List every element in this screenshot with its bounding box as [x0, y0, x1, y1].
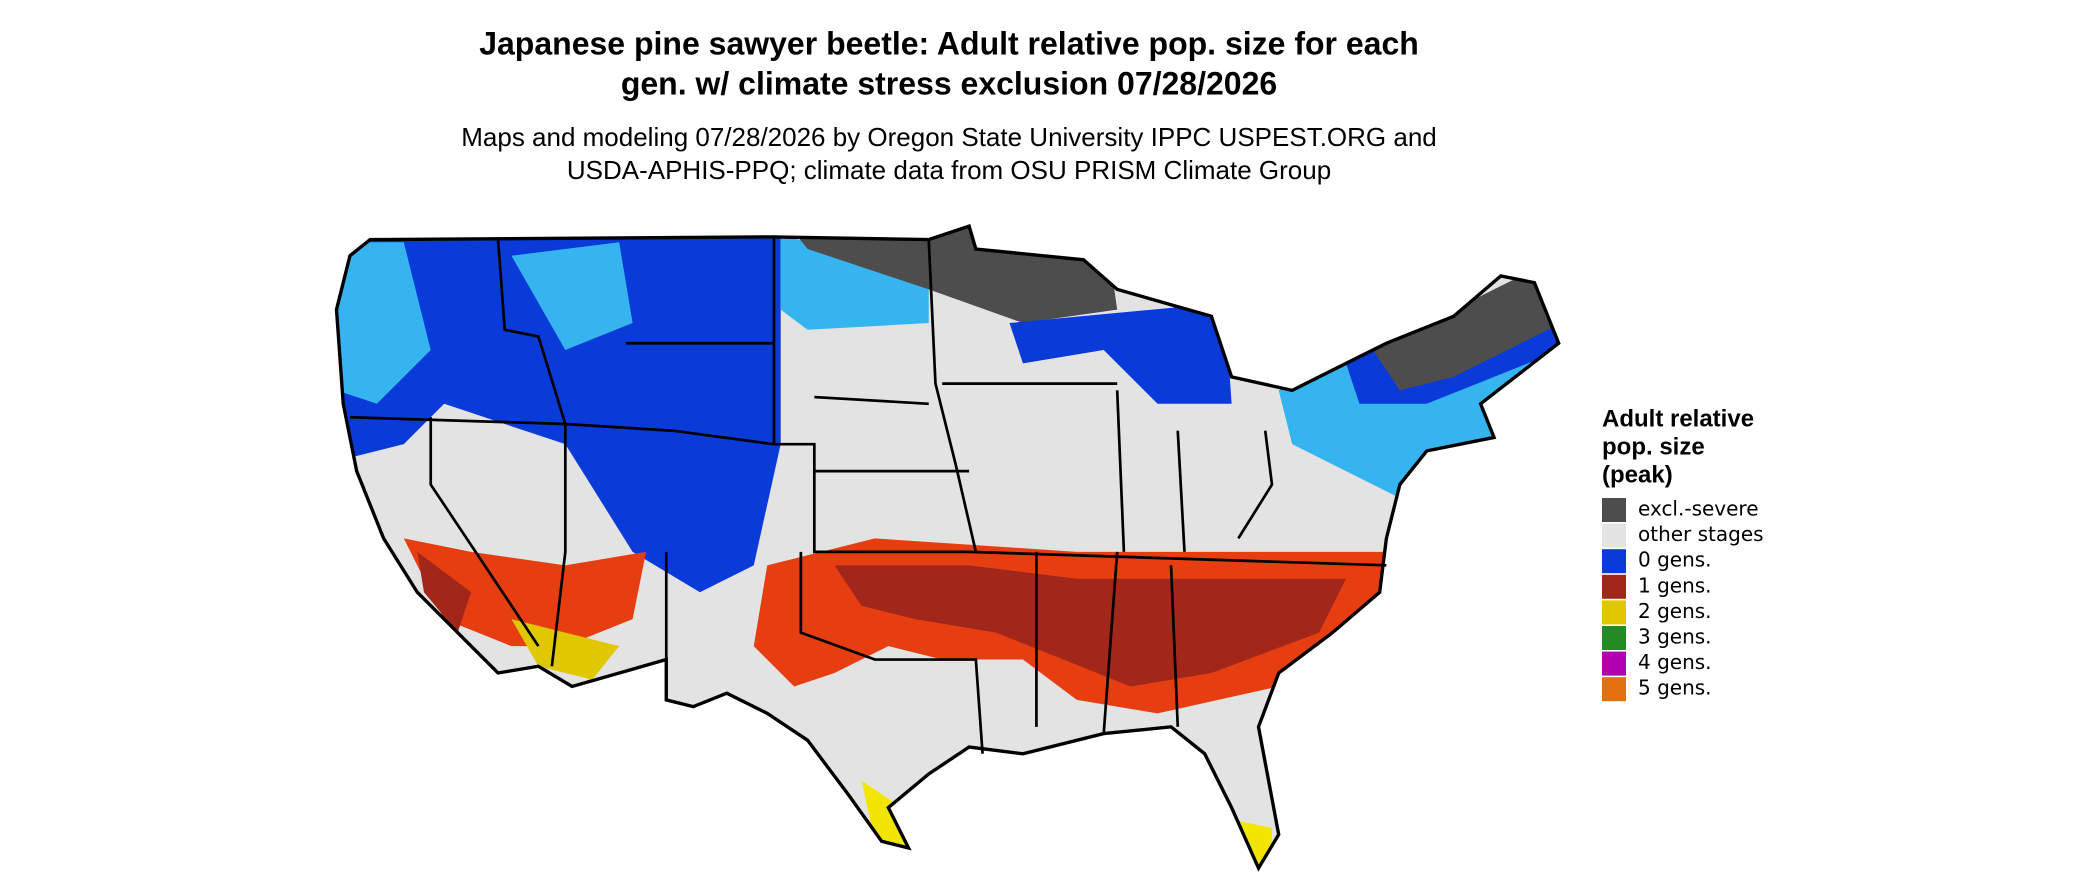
legend-swatch — [1602, 574, 1626, 599]
legend-swatch — [1602, 549, 1626, 574]
legend-label: 2 gens. — [1638, 599, 1712, 623]
legend-swatch — [1602, 651, 1626, 676]
legend-label: 3 gens. — [1638, 625, 1712, 649]
legend-swatch — [1602, 600, 1626, 625]
title: Japanese pine sawyer beetle: Adult relat… — [479, 25, 1419, 61]
legend-swatch — [1602, 677, 1626, 702]
legend-swatch — [1602, 523, 1626, 548]
us-map — [334, 223, 1561, 872]
legend-label: other stages — [1638, 522, 1764, 546]
legend-label: 0 gens. — [1638, 548, 1712, 572]
subtitle: Maps and modeling 07/28/2026 by Oregon S… — [461, 122, 1437, 152]
legend-label: 1 gens. — [1638, 573, 1712, 597]
subtitle: USDA-APHIS-PPQ; climate data from OSU PR… — [567, 155, 1331, 185]
legend-title: pop. size — [1602, 433, 1705, 460]
legend-label: excl.-severe — [1638, 497, 1759, 521]
legend-label: 5 gens. — [1638, 676, 1712, 700]
legend-title: Adult relative — [1602, 405, 1754, 432]
legend-swatch — [1602, 626, 1626, 650]
legend-title: (peak) — [1602, 461, 1673, 488]
legend-swatch — [1602, 498, 1626, 522]
legend-label: 4 gens. — [1638, 650, 1712, 674]
title: gen. w/ climate stress exclusion 07/28/2… — [621, 65, 1277, 101]
